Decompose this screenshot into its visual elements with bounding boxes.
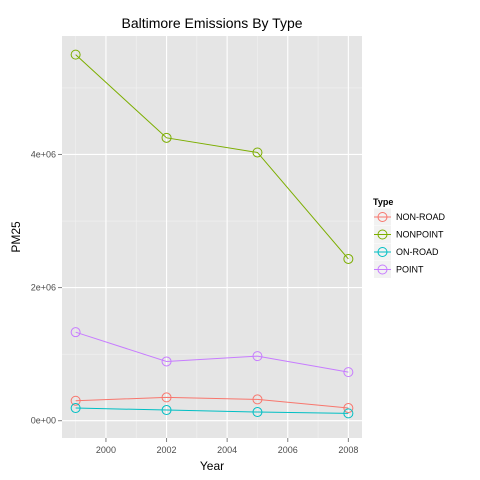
legend-key-point: [377, 247, 388, 257]
legend-label: NON-ROAD: [396, 212, 445, 222]
data-point-on-road: [343, 408, 354, 419]
chart-title: Baltimore Emissions By Type: [121, 15, 302, 31]
legend-item-on-road: ON-ROAD: [374, 243, 439, 261]
x-tick-label: 2002: [157, 445, 177, 455]
data-point-point: [161, 356, 172, 367]
legend-key-point: [377, 229, 388, 240]
data-point-non-road: [161, 392, 172, 403]
legend-label: NONPOINT: [396, 230, 444, 240]
data-point-on-road: [252, 407, 263, 418]
x-tick-label: 2006: [278, 445, 298, 455]
data-point-nonpoint: [252, 147, 263, 158]
grid-minor: [62, 36, 362, 438]
data-point-point: [343, 367, 354, 378]
y-axis: 0e+00 2e+06 4e+06: [31, 149, 62, 426]
x-tick-label: 2004: [217, 445, 237, 455]
data-point-non-road: [343, 403, 354, 414]
series-layer: [70, 49, 354, 419]
data-point-point: [70, 327, 81, 338]
y-tick-label: 4e+06: [31, 149, 56, 159]
x-tick-label: 2008: [338, 445, 358, 455]
x-tick-label: 2000: [96, 445, 116, 455]
data-point-non-road: [70, 395, 81, 406]
legend-key-point: [377, 212, 388, 222]
data-point-point: [252, 351, 263, 362]
x-axis-title: Year: [200, 459, 224, 473]
legend-title: Type: [373, 197, 393, 207]
x-axis: 2000 2002 2004 2006 2008: [96, 438, 358, 455]
data-point-non-road: [252, 394, 263, 405]
plot-panel: [62, 36, 362, 438]
series-line-non-road: [75, 396, 349, 409]
legend-item-non-road: NON-ROAD: [374, 208, 445, 226]
legend-label: ON-ROAD: [396, 247, 439, 257]
data-point-on-road: [161, 405, 172, 416]
data-point-on-road: [70, 403, 81, 414]
y-tick-label: 0e+00: [31, 416, 56, 426]
legend-label: POINT: [396, 265, 424, 275]
series-line-on-road: [75, 407, 349, 414]
y-axis-title: PM25: [9, 221, 23, 253]
grid-major: [62, 36, 362, 438]
data-point-nonpoint: [161, 132, 172, 143]
y-tick-label: 2e+06: [31, 283, 56, 293]
legend: Type NON-ROAD NONPOINT ON-ROAD POINT: [373, 197, 445, 278]
series-line-point: [75, 331, 349, 373]
legend-item-nonpoint: NONPOINT: [374, 226, 444, 243]
legend-item-point: POINT: [374, 261, 424, 278]
data-point-nonpoint: [343, 253, 354, 264]
series-line-nonpoint: [75, 54, 349, 260]
data-point-nonpoint: [70, 49, 81, 60]
legend-key-point: [377, 264, 388, 275]
